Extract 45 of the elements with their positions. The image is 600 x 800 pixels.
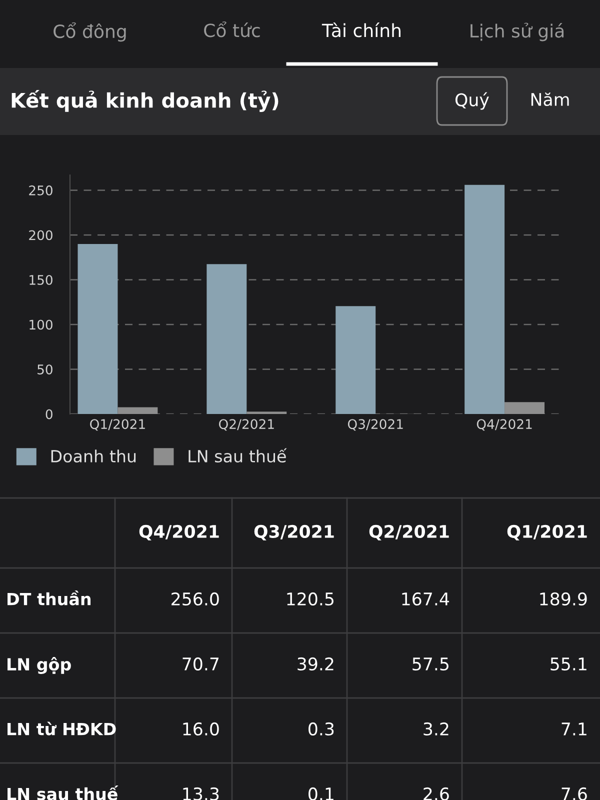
text: 256.0 <box>172 592 219 606</box>
text: 55.1 <box>550 658 586 671</box>
text: 7.1 <box>562 722 586 736</box>
bar <box>464 184 505 414</box>
text: 189.9 <box>540 592 587 606</box>
legend-label: LN sau thuế <box>188 448 287 463</box>
text: 167.4 <box>402 592 450 606</box>
category-label: DT thuần <box>8 590 91 606</box>
y-tick-label: 250 <box>29 185 52 196</box>
x-tick-label: Q1/2021 <box>90 419 145 431</box>
chart-title: Kết quả kinh doanh (tỷ) <box>12 90 278 112</box>
category-label: Q1/2021 <box>507 524 587 540</box>
y-tick-label: 150 <box>30 274 52 285</box>
text: 3.2 <box>424 722 448 736</box>
text: Tài chính <box>322 22 400 38</box>
category-label: LN gộp <box>8 657 71 674</box>
bar <box>78 244 118 414</box>
text: Cổ tức <box>204 21 260 38</box>
text: Cổ đông <box>54 22 126 42</box>
category-label: Q3/2021 <box>254 524 334 540</box>
x-tick-label: Q4/2021 <box>476 419 532 431</box>
bar <box>504 402 545 414</box>
y-tick-label: 50 <box>38 364 52 374</box>
category-label: LN từ HĐKD <box>8 722 116 736</box>
bar <box>118 407 158 414</box>
x-tick-label: Q3/2021 <box>348 419 403 431</box>
y-tick-label: 200 <box>29 230 52 240</box>
text: 16.0 <box>183 722 219 736</box>
category-label: Q4/2021 <box>139 524 219 540</box>
text: 57.5 <box>412 658 448 671</box>
x-tick-label: Q2/2021 <box>218 419 274 431</box>
category-label: LN sau thuế <box>8 786 118 800</box>
text: Năm <box>531 92 569 106</box>
text: 39.2 <box>298 657 334 671</box>
bar <box>336 306 376 414</box>
text: Quý <box>456 92 489 110</box>
y-tick-label: 100 <box>30 320 52 330</box>
y-tick-label: 0 <box>46 409 52 420</box>
text: Lịch sử giá <box>470 22 564 42</box>
legend-label: Doanh thu <box>51 450 136 463</box>
text: 0.3 <box>308 722 334 736</box>
text: 120.5 <box>287 592 334 606</box>
text: 70.7 <box>182 657 219 671</box>
bar <box>206 264 247 414</box>
category-label: Q2/2021 <box>369 524 449 540</box>
